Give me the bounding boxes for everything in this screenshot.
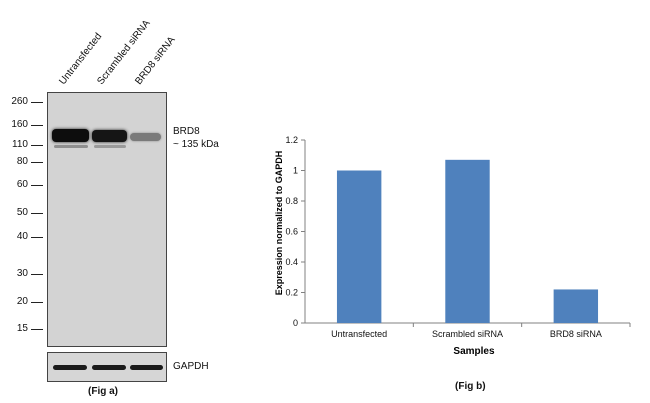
marker-160: 160 (11, 119, 28, 130)
marker-tick (31, 237, 43, 238)
marker-60: 60 (16, 179, 28, 190)
marker-40: 40 (16, 231, 28, 242)
marker-20: 20 (16, 296, 28, 307)
y-tick-label: 1 (293, 166, 298, 176)
band-gapdh (92, 365, 126, 370)
expression-bar-chart: 0 0.2 0.4 0.6 0.8 1 1.2 Untransfected Scrambled… (274, 135, 631, 357)
x-tick-label: BRD8 siRNA (550, 329, 602, 339)
bar (445, 159, 490, 323)
lane-label-brd8-sirna: BRD8 siRNA (133, 34, 178, 87)
y-tick-label: 0.2 (285, 288, 298, 298)
marker-tick (31, 102, 43, 103)
band-gapdh (53, 365, 87, 370)
marker-tick (31, 125, 43, 126)
marker-tick (31, 302, 43, 303)
loading-control-label: GAPDH (173, 361, 209, 372)
marker-tick (31, 274, 43, 275)
marker-tick (31, 162, 43, 163)
band-brd8-sirna (130, 133, 161, 141)
x-tick-label: Scrambled siRNA (432, 329, 503, 339)
blot-image-gapdh (47, 352, 167, 382)
marker-50: 50 (16, 207, 28, 218)
marker-tick (31, 329, 43, 330)
bar (336, 170, 382, 323)
band-faint-lower (54, 145, 88, 148)
marker-15: 15 (16, 323, 28, 334)
marker-260: 260 (11, 96, 28, 107)
marker-30: 30 (16, 268, 28, 279)
y-tick-label: 0.4 (285, 257, 298, 267)
target-size: ~ 135 kDa (173, 139, 219, 150)
target-label: BRD8 (173, 126, 200, 137)
blot-image-brd8 (47, 92, 167, 347)
bar (553, 289, 599, 323)
x-tick-label: Untransfected (331, 329, 387, 339)
marker-80: 80 (16, 156, 28, 167)
y-axis-label: Expression normalized to GAPDH (274, 151, 284, 296)
y-tick-label: 1.2 (285, 135, 298, 145)
marker-tick (31, 185, 43, 186)
band-scrambled (92, 130, 127, 142)
band-faint-lower (94, 145, 126, 148)
marker-110: 110 (12, 139, 28, 150)
x-axis-label: Samples (453, 346, 495, 357)
fig-b-caption: (Fig b) (455, 381, 486, 392)
chart-bars (336, 159, 599, 323)
band-untransfected (52, 129, 89, 142)
y-tick-label: 0.8 (285, 196, 298, 206)
fig-a-caption: (Fig a) (88, 386, 118, 397)
y-axis-ticks: 0 0.2 0.4 0.6 0.8 1 1.2 (285, 135, 305, 328)
band-gapdh (130, 365, 163, 370)
y-tick-label: 0.6 (285, 227, 298, 237)
y-tick-label: 0 (293, 318, 298, 328)
marker-tick (31, 145, 43, 146)
marker-tick (31, 213, 43, 214)
x-axis-ticks: Untransfected Scrambled siRNA BRD8 siRNA (331, 323, 631, 339)
